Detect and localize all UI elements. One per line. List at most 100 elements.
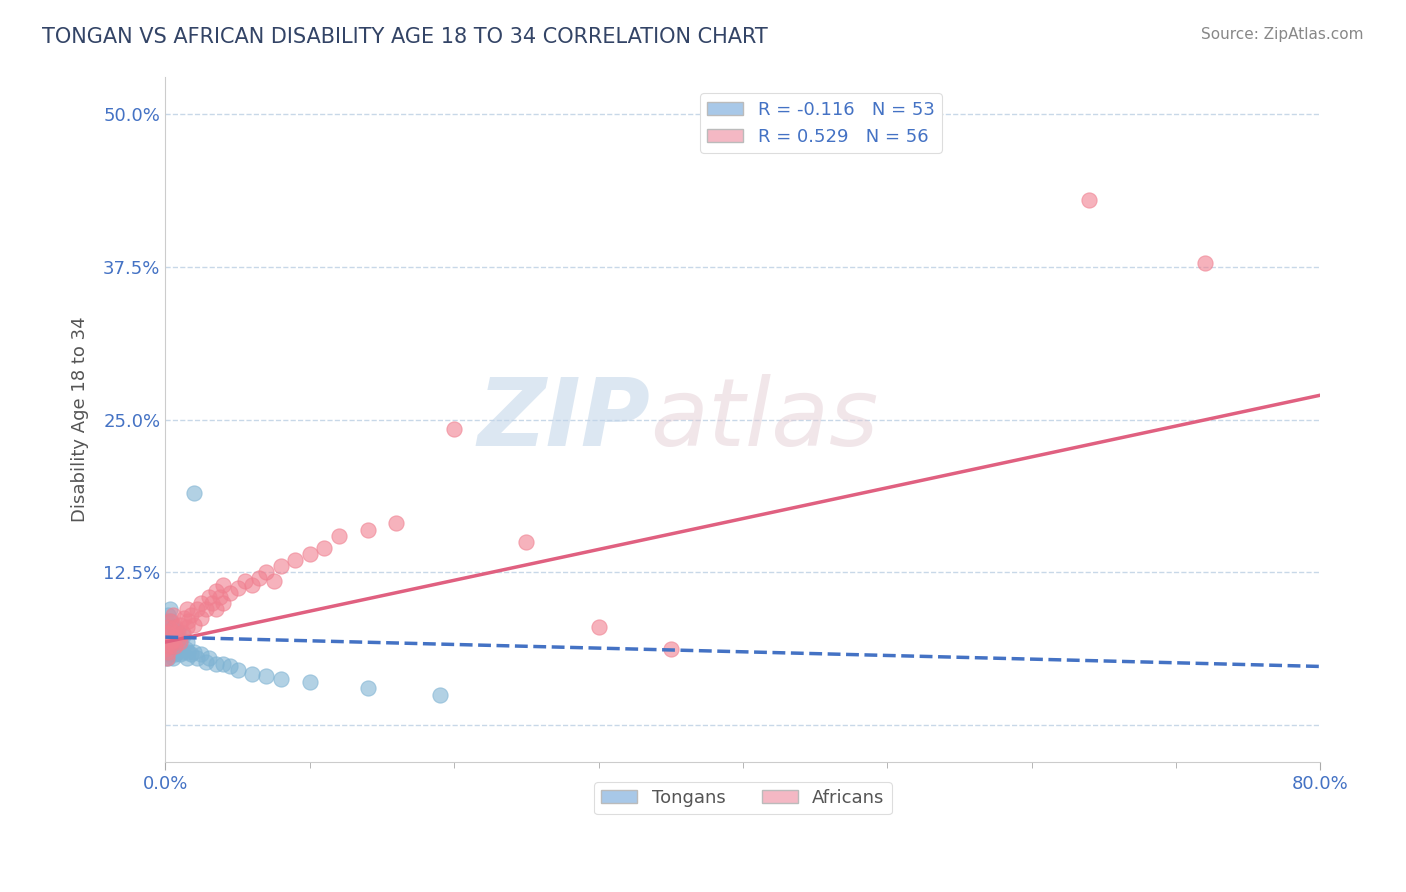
- Point: [233, 574, 256, 588]
- Point: [159, 635, 181, 649]
- Point: [254, 566, 277, 580]
- Point: [212, 657, 235, 671]
- Point: [180, 608, 202, 623]
- Point: [247, 572, 270, 586]
- Point: [219, 659, 242, 673]
- Point: [190, 596, 212, 610]
- Point: [155, 639, 177, 653]
- Point: [162, 635, 184, 649]
- Text: atlas: atlas: [651, 374, 879, 465]
- Point: [160, 623, 183, 637]
- Point: [172, 645, 194, 659]
- Point: [162, 620, 184, 634]
- Point: [165, 639, 187, 653]
- Point: [156, 626, 179, 640]
- Point: [183, 618, 205, 632]
- Point: [159, 639, 181, 653]
- Point: [155, 651, 177, 665]
- Point: [159, 614, 181, 628]
- Point: [162, 651, 184, 665]
- Point: [157, 626, 180, 640]
- Point: [190, 610, 212, 624]
- Point: [385, 516, 408, 531]
- Point: [194, 655, 217, 669]
- Point: [174, 642, 197, 657]
- Point: [165, 647, 187, 661]
- Point: [177, 645, 200, 659]
- Y-axis label: Disability Age 18 to 34: Disability Age 18 to 34: [72, 317, 89, 523]
- Point: [163, 626, 186, 640]
- Point: [156, 614, 179, 628]
- Point: [177, 614, 200, 628]
- Point: [183, 645, 205, 659]
- Point: [254, 669, 277, 683]
- Point: [270, 672, 292, 686]
- Point: [205, 602, 228, 616]
- Point: [160, 614, 183, 628]
- Point: [588, 620, 610, 634]
- Point: [183, 486, 205, 500]
- Text: TONGAN VS AFRICAN DISABILITY AGE 18 TO 34 CORRELATION CHART: TONGAN VS AFRICAN DISABILITY AGE 18 TO 3…: [42, 27, 768, 46]
- Text: ZIP: ZIP: [478, 374, 651, 466]
- Point: [157, 608, 180, 623]
- Point: [155, 642, 177, 657]
- Point: [162, 632, 184, 647]
- Point: [298, 547, 321, 561]
- Point: [166, 629, 188, 643]
- Point: [190, 647, 212, 661]
- Point: [159, 647, 181, 661]
- Point: [172, 626, 194, 640]
- Point: [165, 620, 187, 634]
- Point: [156, 632, 179, 647]
- Legend: Tongans, Africans: Tongans, Africans: [593, 782, 891, 814]
- Point: [263, 574, 285, 588]
- Point: [205, 657, 228, 671]
- Point: [270, 559, 292, 574]
- Point: [429, 688, 451, 702]
- Point: [166, 626, 188, 640]
- Point: [157, 645, 180, 659]
- Point: [162, 608, 184, 623]
- Point: [159, 602, 181, 616]
- Point: [328, 529, 350, 543]
- Point: [169, 635, 191, 649]
- Point: [159, 623, 181, 637]
- Text: Source: ZipAtlas.com: Source: ZipAtlas.com: [1201, 27, 1364, 42]
- Point: [163, 642, 186, 657]
- Point: [160, 635, 183, 649]
- Point: [157, 639, 180, 653]
- Point: [169, 647, 191, 661]
- Point: [212, 577, 235, 591]
- Point: [157, 620, 180, 634]
- Point: [226, 663, 249, 677]
- Point: [156, 645, 179, 659]
- Point: [515, 534, 537, 549]
- Point: [197, 651, 219, 665]
- Point: [443, 422, 465, 436]
- Point: [209, 590, 232, 604]
- Point: [197, 590, 219, 604]
- Point: [173, 610, 195, 624]
- Point: [212, 596, 235, 610]
- Point: [167, 642, 190, 657]
- Point: [155, 620, 177, 634]
- Point: [298, 675, 321, 690]
- Point: [172, 629, 194, 643]
- Point: [165, 630, 187, 644]
- Point: [186, 602, 208, 616]
- Point: [167, 625, 190, 640]
- Point: [167, 632, 190, 647]
- Point: [314, 541, 336, 555]
- Point: [356, 523, 378, 537]
- Point: [200, 596, 222, 610]
- Point: [169, 618, 191, 632]
- Point: [240, 666, 263, 681]
- Point: [176, 602, 198, 616]
- Point: [176, 635, 198, 649]
- Point: [186, 651, 208, 665]
- Point: [176, 620, 198, 634]
- Point: [169, 632, 191, 647]
- Point: [219, 586, 242, 600]
- Point: [160, 645, 183, 659]
- Point: [160, 630, 183, 644]
